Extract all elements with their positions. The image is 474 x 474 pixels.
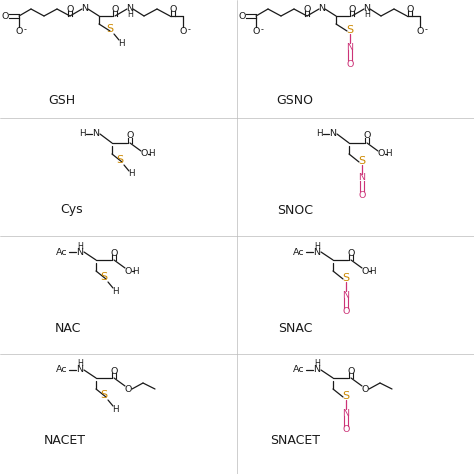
- Text: O: O: [66, 4, 73, 13]
- Text: NAC: NAC: [55, 321, 81, 335]
- Text: H: H: [112, 404, 118, 413]
- Text: H: H: [132, 266, 138, 275]
- Text: O: O: [110, 366, 118, 375]
- Text: O: O: [363, 131, 371, 140]
- Text: S: S: [107, 24, 114, 34]
- Text: H: H: [127, 9, 133, 18]
- Text: N: N: [319, 3, 326, 12]
- Text: -: -: [24, 26, 27, 35]
- Text: Ac: Ac: [56, 365, 68, 374]
- Text: GSNO: GSNO: [276, 93, 313, 107]
- Text: SNAC: SNAC: [278, 321, 312, 335]
- Text: O: O: [124, 384, 132, 393]
- Text: N: N: [364, 3, 371, 12]
- Text: O: O: [1, 11, 9, 20]
- Text: O: O: [348, 4, 356, 13]
- Text: H: H: [77, 359, 83, 368]
- Text: N: N: [82, 3, 89, 12]
- Text: O: O: [377, 149, 385, 158]
- Text: O: O: [361, 266, 369, 275]
- Text: O: O: [346, 60, 354, 69]
- Text: S: S: [117, 155, 124, 165]
- Text: N: N: [346, 43, 354, 52]
- Text: H: H: [128, 170, 134, 179]
- Text: H: H: [369, 266, 375, 275]
- Text: Ac: Ac: [293, 247, 305, 256]
- Text: N: N: [313, 247, 320, 256]
- Text: N: N: [343, 291, 349, 300]
- Text: Cys: Cys: [61, 203, 83, 217]
- Text: N: N: [313, 365, 320, 374]
- Text: H: H: [77, 241, 83, 250]
- Text: O: O: [169, 4, 177, 13]
- Text: GSH: GSH: [48, 93, 75, 107]
- Text: O: O: [361, 384, 369, 393]
- Text: O: O: [126, 131, 134, 140]
- Text: O: O: [342, 308, 350, 317]
- Text: N: N: [76, 365, 83, 374]
- Text: O: O: [416, 27, 424, 36]
- Text: SNOC: SNOC: [277, 203, 313, 217]
- Text: H: H: [314, 241, 320, 250]
- Text: S: S: [342, 391, 349, 401]
- Text: O: O: [342, 426, 350, 435]
- Text: -: -: [261, 26, 264, 35]
- Text: H: H: [112, 286, 118, 295]
- Text: O: O: [111, 4, 118, 13]
- Text: N: N: [76, 247, 83, 256]
- Text: O: O: [140, 149, 148, 158]
- Text: Ac: Ac: [56, 247, 68, 256]
- Text: S: S: [342, 273, 349, 283]
- Text: H: H: [364, 9, 370, 18]
- Text: O: O: [347, 248, 355, 257]
- Text: O: O: [15, 27, 23, 36]
- Text: H: H: [314, 359, 320, 368]
- Text: -: -: [425, 26, 428, 35]
- Text: S: S: [100, 390, 108, 400]
- Text: O: O: [406, 4, 414, 13]
- Text: S: S: [358, 156, 365, 166]
- Text: S: S: [346, 25, 354, 35]
- Text: SNACET: SNACET: [270, 434, 320, 447]
- Text: H: H: [79, 129, 85, 138]
- Text: O: O: [347, 366, 355, 375]
- Text: NACET: NACET: [44, 434, 86, 447]
- Text: N: N: [329, 129, 337, 138]
- Text: N: N: [358, 173, 365, 182]
- Text: H: H: [118, 38, 124, 47]
- Text: O: O: [110, 248, 118, 257]
- Text: O: O: [303, 4, 310, 13]
- Text: N: N: [343, 409, 349, 418]
- Text: S: S: [100, 272, 108, 282]
- Text: H: H: [148, 149, 155, 158]
- Text: O: O: [124, 266, 132, 275]
- Text: O: O: [358, 191, 365, 200]
- Text: O: O: [252, 27, 260, 36]
- Text: O: O: [179, 27, 187, 36]
- Text: O: O: [238, 11, 246, 20]
- Text: Ac: Ac: [293, 365, 305, 374]
- Text: -: -: [188, 26, 191, 35]
- Text: H: H: [385, 149, 392, 158]
- Text: N: N: [127, 3, 134, 12]
- Text: N: N: [92, 129, 100, 138]
- Text: H: H: [316, 129, 322, 138]
